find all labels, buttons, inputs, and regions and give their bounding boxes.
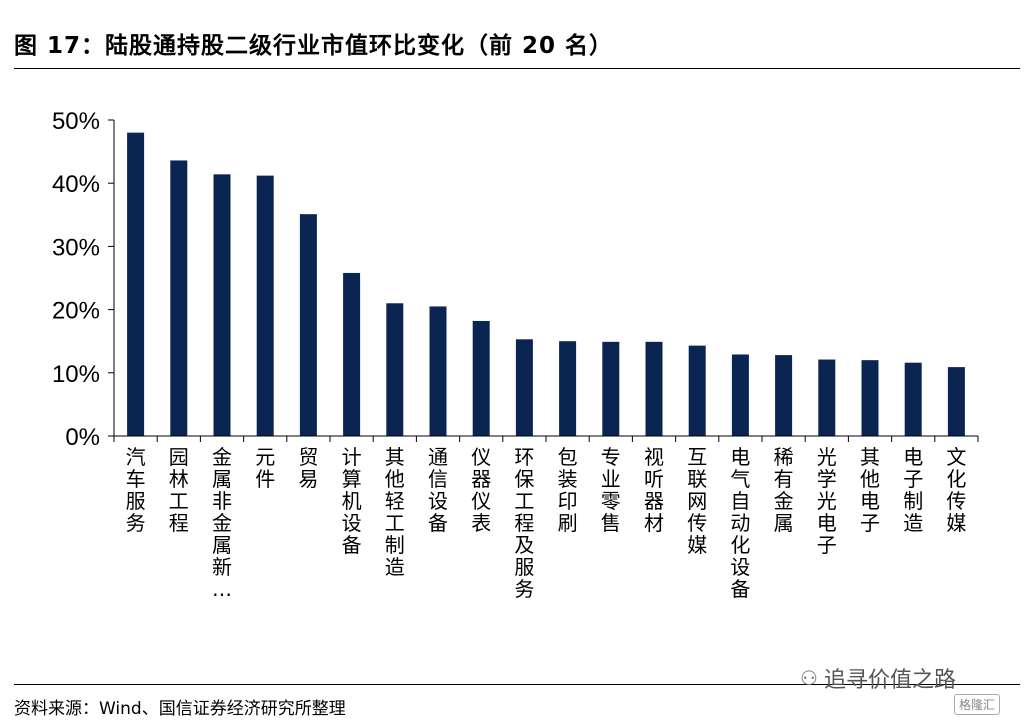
x-tick-label: 专业零售: [601, 445, 621, 535]
bar: [429, 306, 447, 436]
x-tick-label: 园林工程: [169, 445, 189, 535]
y-tick-label: 0%: [65, 424, 100, 451]
x-tick-label: 视听器材: [644, 445, 664, 535]
x-tick-label: 其他轻工制造: [385, 445, 405, 579]
x-tick-label: 包装印刷: [558, 445, 578, 535]
x-tick-label: 光学光电子: [817, 445, 837, 557]
bar: [170, 160, 188, 436]
bar: [256, 175, 274, 436]
watermark: ⚇ 追寻价值之路: [800, 662, 956, 694]
bar: [602, 341, 620, 436]
x-tick-label: 通信设备: [428, 445, 448, 535]
bar: [947, 367, 965, 436]
y-axis: 0% 10% 20% 30% 40% 50%: [52, 108, 115, 451]
bar: [299, 214, 317, 436]
bar: [213, 174, 231, 437]
x-tick-label: 仪器仪表: [471, 445, 491, 535]
x-tick-label: 文化传媒: [946, 445, 966, 535]
y-tick-label: 40%: [52, 171, 100, 198]
x-tick-label: 稀有金属: [774, 445, 794, 535]
gelonghui-badge: 格隆汇: [954, 694, 1001, 715]
bar: [731, 354, 749, 436]
chart-title: 图 17：陆股通持股二级行业市值环比变化（前 20 名）: [14, 33, 614, 59]
x-tick-label: 元件: [255, 445, 275, 491]
bar: [818, 359, 836, 436]
x-tick-label: 环保工程及服务: [514, 445, 534, 601]
bars: [127, 132, 965, 437]
bar: [645, 341, 663, 436]
bar: [343, 272, 361, 436]
bar: [559, 341, 577, 436]
bar: [775, 355, 793, 436]
x-tick-label: 其他电子: [860, 445, 880, 535]
bar: [515, 339, 533, 436]
x-tick-label: 电子制造: [903, 445, 923, 535]
x-tick-label: 电气自动化设备: [730, 445, 750, 601]
y-tick-label: 50%: [52, 108, 100, 135]
y-tick-label: 10%: [52, 361, 100, 388]
title-divider: [14, 68, 1020, 69]
y-tick-label: 20%: [52, 298, 100, 325]
bar: [127, 132, 145, 436]
bar: [904, 362, 922, 436]
bar: [861, 360, 879, 436]
source-note: 资料来源：Wind、国信证券经济研究所整理: [14, 699, 346, 719]
watermark-text: 追寻价值之路: [823, 668, 956, 693]
x-tick-label: 计算机设备: [342, 445, 362, 557]
x-tick-label: 汽车服务: [126, 445, 146, 535]
x-tick-label: 互联网传媒: [687, 445, 707, 557]
bar: [472, 320, 490, 436]
bar: [688, 345, 706, 436]
x-tick-label: 贸易: [298, 445, 318, 491]
y-tick-label: 30%: [52, 234, 100, 261]
wechat-icon: ⚇: [800, 666, 818, 690]
bar: [386, 303, 404, 436]
source-divider: [14, 684, 1020, 685]
x-tick-label: 金属非金属新…: [212, 445, 232, 601]
